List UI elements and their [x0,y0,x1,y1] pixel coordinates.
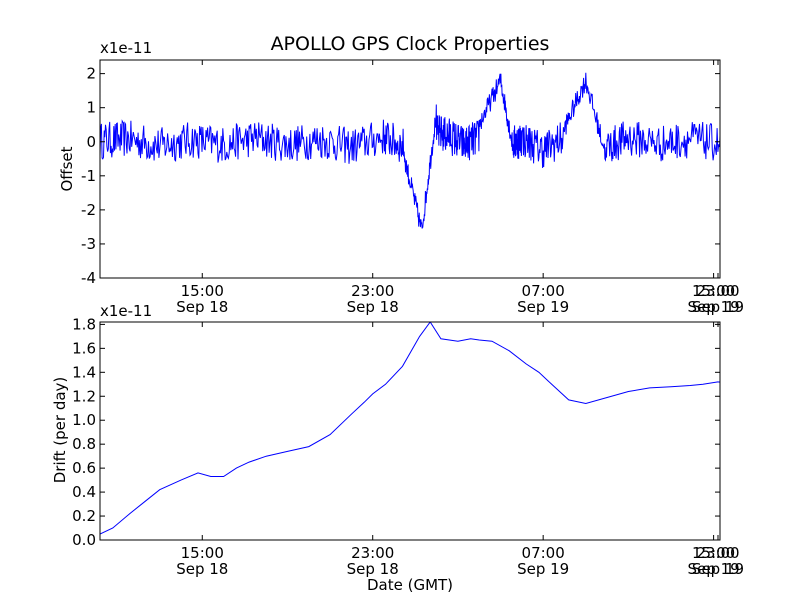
figure-title: APOLLO GPS Clock Properties [271,33,550,55]
drift-series-line [100,322,720,535]
offset-ytick-label: -4 [81,269,96,287]
drift-ytick-label: 0.0 [72,531,96,549]
drift-xtick-date: Sep 18 [176,560,228,578]
offset-xtick-time: 23:00 [696,282,739,300]
offset-ytick-label: -3 [81,235,96,253]
drift-xtick-time: 23:00 [351,544,394,562]
offset-ytick-label: 2 [86,65,96,83]
drift-xtick-date: Sep 19 [688,560,740,578]
offset-axes-frame [99,59,721,279]
drift-ytick-label: 0.2 [72,507,96,525]
offset-xtick-date: Sep 18 [176,298,228,316]
offset-xtick-time: 23:00 [351,282,394,300]
drift-xtick-time: 23:00 [696,544,739,562]
offset-plot-area [100,72,720,229]
offset-xtick-date: Sep 19 [688,298,740,316]
drift-x-axis-label: Date (GMT) [367,576,453,594]
drift-scale-label: x1e-11 [100,302,152,320]
drift-ytick-label: 1.0 [72,411,96,429]
offset-xtick-date: Sep 19 [517,298,569,316]
drift-ytick-label: 0.6 [72,459,96,477]
drift-axes-frame [99,321,721,541]
offset-xtick-time: 07:00 [522,282,565,300]
offset-ytick-label: -1 [81,167,96,185]
drift-xtick-date: Sep 18 [347,560,399,578]
offset-ytick-label: 1 [86,99,96,117]
offset-xtick-date: Sep 18 [347,298,399,316]
drift-xtick-date: Sep 19 [517,560,569,578]
drift-panel: x1e-11 Drift (per day) 1.8 1.6 1.4 1.2 1.0 0.… [51,302,744,594]
drift-xtick-time: 07:00 [522,544,565,562]
drift-ytick-label: 0.4 [72,483,96,501]
drift-xtick-time: 15:00 [181,544,224,562]
offset-y-axis-label: Offset [58,146,76,191]
offset-ytick-label: -2 [81,201,96,219]
drift-ytick-label: 1.4 [72,363,96,381]
offset-scale-label: x1e-11 [100,39,152,57]
drift-xtick-date: Sep 19 [692,560,744,578]
drift-y-axis-label: Drift (per day) [51,377,69,484]
offset-xtick-time: 15:00 [692,282,735,300]
drift-ytick-label: 1.2 [72,387,96,405]
offset-series-line [100,72,720,229]
drift-plot-area [100,322,720,535]
drift-ytick-label: 1.8 [72,315,96,333]
drift-ytick-label: 0.8 [72,435,96,453]
offset-xtick-time: 15:00 [181,282,224,300]
offset-ytick-label: 0 [86,133,96,151]
drift-ytick-label: 1.6 [72,339,96,357]
drift-xtick-time: 15:00 [692,544,735,562]
offset-xtick-date: Sep 19 [692,298,744,316]
